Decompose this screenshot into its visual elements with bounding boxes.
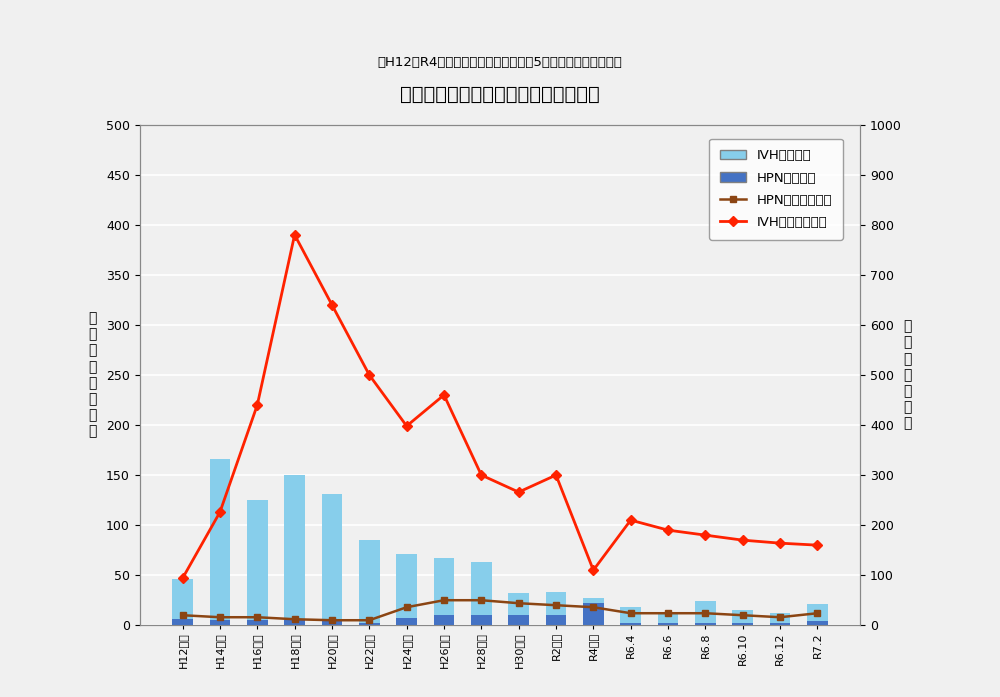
Bar: [770, 613, 790, 625]
Bar: [172, 579, 193, 625]
Bar: [658, 613, 678, 625]
Y-axis label: 調
製
件
数
（
件
）: 調 製 件 数 （ 件 ）: [903, 319, 911, 431]
Title: 中心静脈栄養剤処方箋枚数と調製件数: 中心静脈栄養剤処方箋枚数と調製件数: [400, 85, 600, 104]
Bar: [172, 619, 193, 625]
Bar: [210, 620, 230, 625]
Bar: [732, 622, 753, 625]
Bar: [284, 620, 305, 625]
Bar: [434, 615, 454, 625]
Bar: [471, 562, 492, 625]
Bar: [770, 622, 790, 625]
Bar: [247, 500, 268, 625]
Bar: [359, 622, 380, 625]
Bar: [807, 621, 828, 625]
Bar: [695, 622, 716, 625]
Bar: [546, 592, 566, 625]
Bar: [508, 592, 529, 625]
Bar: [322, 620, 342, 625]
Bar: [396, 618, 417, 625]
Legend: IVH調製件数, HPN調製件数, HPN処方せん枚数, IVH処方せん枚数: IVH調製件数, HPN調製件数, HPN処方せん枚数, IVH処方せん枚数: [709, 139, 843, 240]
Text: （H12〜R4年度は月平均データ、令和5年度は各月のデータ）: （H12〜R4年度は月平均データ、令和5年度は各月のデータ）: [378, 56, 622, 69]
Bar: [732, 611, 753, 625]
Bar: [807, 604, 828, 625]
Bar: [508, 615, 529, 625]
Bar: [658, 622, 678, 625]
Bar: [434, 558, 454, 625]
Bar: [210, 459, 230, 625]
Bar: [695, 602, 716, 625]
Bar: [583, 598, 604, 625]
Bar: [583, 603, 604, 625]
Bar: [620, 622, 641, 625]
Bar: [471, 615, 492, 625]
Bar: [284, 475, 305, 625]
Bar: [546, 615, 566, 625]
Bar: [322, 493, 342, 625]
Bar: [359, 540, 380, 625]
Y-axis label: 処
方
箋
枚
数
（
枚
）: 処 方 箋 枚 数 （ 枚 ）: [89, 312, 97, 438]
Bar: [247, 620, 268, 625]
Bar: [396, 553, 417, 625]
Bar: [620, 606, 641, 625]
